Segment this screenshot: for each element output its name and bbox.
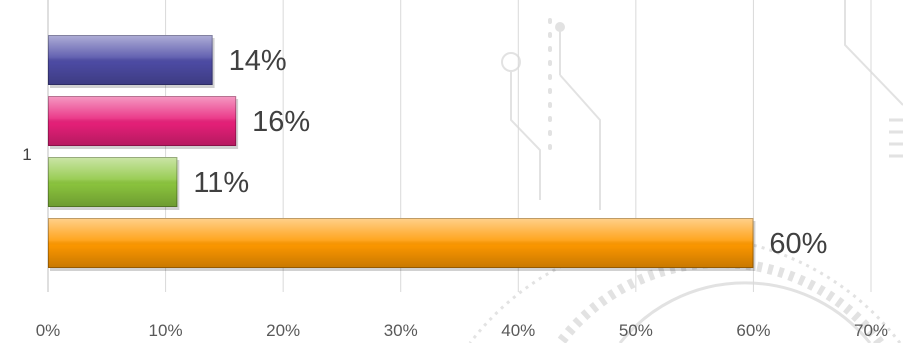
bar-gloss [48,157,178,207]
bar-value-label: 60% [769,228,827,260]
bar-edge [48,157,178,207]
bar [48,218,756,271]
bar-edge [48,218,754,268]
background-ornament [468,0,903,343]
x-tick-label: 10% [149,321,183,340]
bars [48,35,756,271]
x-axis-ticks: 0% 10% 20% 30% 40% 50% 60% 70% [36,321,888,340]
x-tick-label: 60% [736,321,770,340]
bar-value-label: 14% [229,45,287,77]
bar-edge [48,35,213,85]
x-tick-label: 0% [36,321,61,340]
data-labels: 14% 16%11% 60% [193,45,827,260]
x-tick-label: 30% [384,321,418,340]
bar-gloss [48,218,754,268]
bar-edge [48,96,237,146]
bar-value-label: 11% [193,167,249,199]
bar-value-label: 16% [252,106,310,138]
x-tick-label: 40% [501,321,535,340]
bar [48,35,215,88]
bar-gloss [48,96,237,146]
x-tick-label: 50% [619,321,653,340]
category-label: 1 [22,145,31,164]
bar [48,157,180,210]
x-tick-label: 20% [266,321,300,340]
bar [48,96,239,149]
x-tick-label: 70% [854,321,888,340]
bar-gloss [48,35,213,85]
